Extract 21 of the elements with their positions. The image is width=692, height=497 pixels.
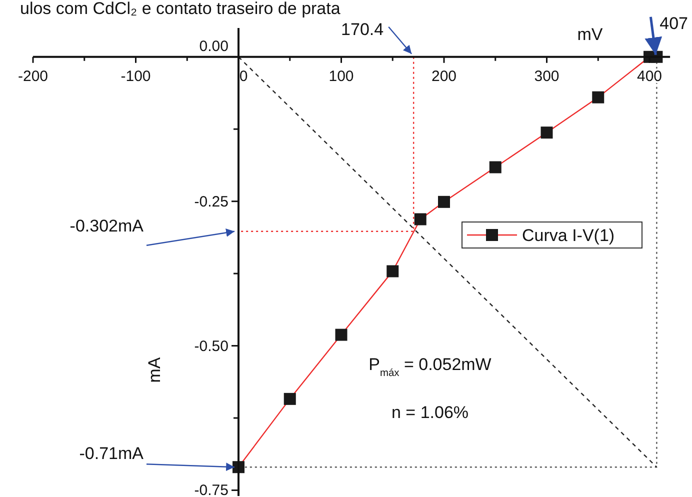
y-tick-label: -0.50 bbox=[194, 338, 228, 355]
annotation: -0.302mA bbox=[70, 216, 144, 236]
y-tick-label: -0.25 bbox=[194, 193, 228, 210]
x-tick-label: 200 bbox=[431, 68, 457, 85]
y-axis-title: mA bbox=[145, 356, 164, 383]
chart-title: ulos com CdCl₂ e contato traseiro de prata bbox=[20, 0, 341, 18]
x-tick-label: 100 bbox=[328, 68, 354, 85]
legend-label: Curva I-V(1) bbox=[522, 226, 615, 245]
annotation: 170.4 bbox=[341, 20, 384, 39]
x-tick-label: 300 bbox=[534, 68, 560, 85]
annotation: n = 1.06% bbox=[391, 403, 469, 422]
y-tick-label: 0.00 bbox=[199, 38, 228, 55]
y-tick-label: -0.75 bbox=[194, 482, 228, 497]
annotation: P$_{máx}$ = 0.052mW bbox=[368, 355, 492, 378]
x-tick-label: 0 bbox=[239, 68, 248, 85]
annotation: -0.71mA bbox=[79, 444, 144, 464]
x-tick-label: 400 bbox=[636, 68, 662, 85]
x-tick-label: -100 bbox=[120, 68, 151, 85]
x-tick-label: -200 bbox=[18, 68, 48, 85]
annotation: 407 bbox=[660, 14, 688, 33]
x-axis-title: mV bbox=[577, 25, 604, 44]
